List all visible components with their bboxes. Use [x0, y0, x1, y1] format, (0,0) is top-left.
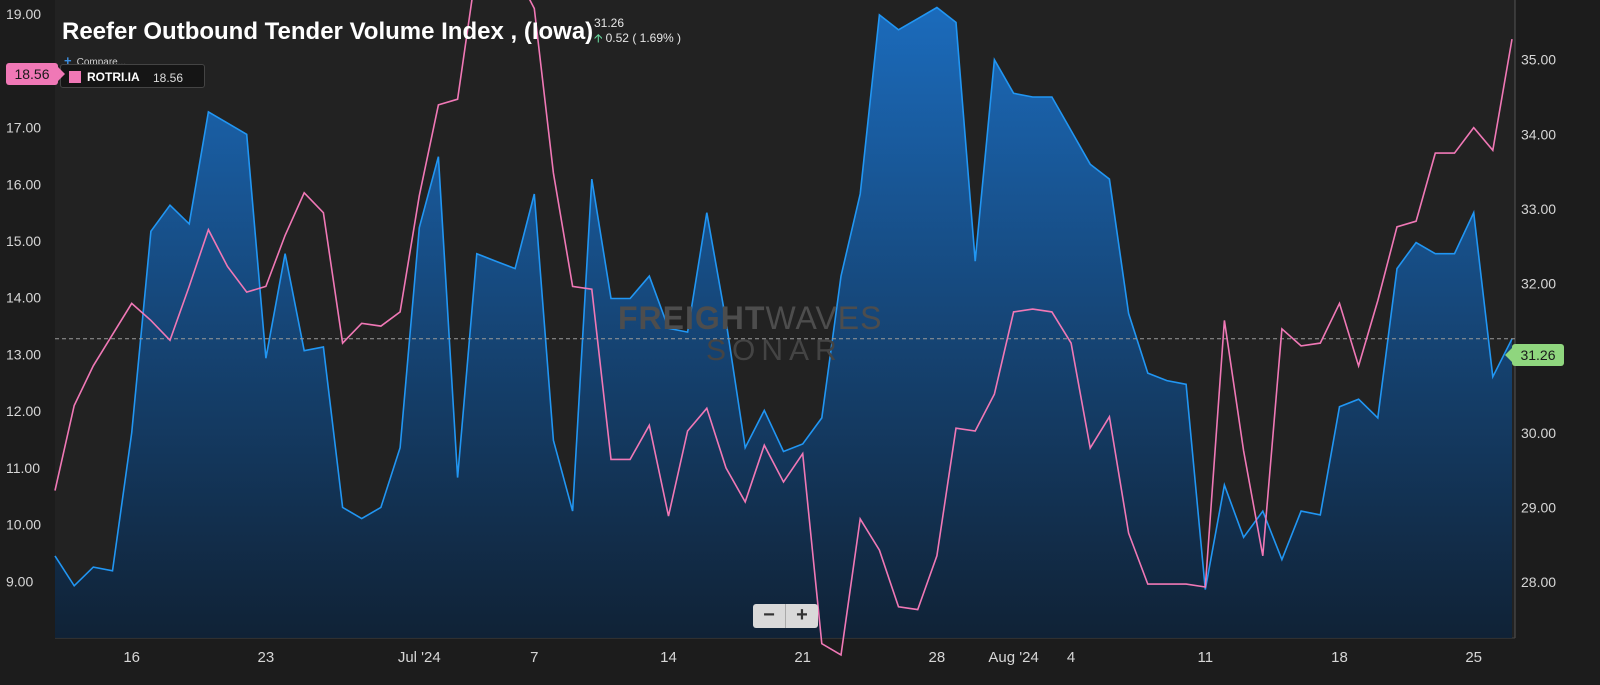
x-tick-label: Aug '24 — [988, 649, 1038, 666]
left-tick-label: 11.00 — [6, 460, 40, 476]
pink-series-path — [54, 0, 1513, 657]
left-value-badge: 18.56 — [6, 63, 65, 85]
x-tick-label: 28 — [929, 649, 946, 666]
x-tick-label: 16 — [123, 649, 140, 666]
x-tick-label: 21 — [794, 649, 811, 666]
chart-title: Reefer Outbound Tender Volume Index , (I… — [62, 18, 594, 45]
x-tick-label: 14 — [660, 649, 677, 666]
compare-button[interactable]: + Compare... — [64, 53, 126, 68]
pink-series-line — [54, 0, 1513, 657]
left-tick-label: 14.00 — [6, 290, 41, 306]
left-tick-label: 13.00 — [6, 346, 41, 362]
right-tick-label: 32.00 — [1521, 276, 1556, 292]
right-tick-label: 35.00 — [1521, 52, 1556, 68]
left-axis-ticks: 9.00 10.00 11.00 12.00 13.00 14.00 15.00 16.00 1… — [6, 6, 41, 589]
blue-area-fill — [55, 7, 1512, 638]
left-tick-label: 15.00 — [6, 233, 41, 249]
right-tick-label: 28.00 — [1521, 574, 1556, 590]
right-tick-label: 30.00 — [1521, 425, 1556, 441]
x-tick-label: 11 — [1198, 649, 1214, 666]
right-tick-label: 33.00 — [1521, 201, 1556, 217]
legend-item[interactable]: ROTRI.IA 18.56 — [60, 64, 205, 88]
quote-box: 31.26 🡩 0.52 ( 1.69% ) — [594, 16, 681, 46]
watermark-logo: FREIGHTWAVES — [618, 300, 882, 337]
plus-icon: + — [64, 53, 72, 68]
left-tick-label: 19.00 — [6, 6, 41, 22]
compare-label: Compare... — [76, 57, 127, 68]
x-tick-label: 25 — [1465, 649, 1482, 666]
x-tick-label: 23 — [258, 649, 275, 666]
left-tick-label: 10.00 — [6, 517, 41, 533]
x-axis-ticks: 16 23 Jul '24 7 14 21 28 Aug '24 4 11 18 25 — [123, 649, 1482, 666]
legend-series-value: 18.56 — [153, 71, 184, 85]
legend-series-name: ROTRI.IA — [87, 70, 140, 84]
zoom-controls: − + — [753, 604, 818, 628]
change-row: 🡩 0.52 ( 1.69% ) — [594, 31, 681, 46]
right-value-badge: 31.26 — [1505, 344, 1564, 366]
change-value: 0.52 ( 1.69% ) — [605, 31, 681, 45]
legend-swatch — [69, 71, 81, 83]
zoom-out-button[interactable]: − — [753, 604, 786, 628]
right-tick-label: 29.00 — [1521, 499, 1556, 515]
x-tick-label: 4 — [1067, 649, 1075, 666]
x-tick-label: 7 — [530, 649, 538, 666]
blue-series-area — [54, 6, 1513, 638]
zoom-in-button[interactable]: + — [796, 604, 808, 626]
x-tick-label: Jul '24 — [398, 649, 441, 666]
blue-series-line — [54, 6, 1513, 590]
left-tick-label: 17.00 — [6, 120, 41, 136]
left-tick-label: 9.00 — [6, 573, 33, 589]
watermark-freight: FREIGHT — [618, 300, 766, 336]
last-value: 31.26 — [594, 16, 625, 30]
arrow-up-icon: 🡩 — [594, 31, 603, 45]
right-tick-label: 34.00 — [1521, 126, 1556, 142]
left-tick-label: 16.00 — [6, 176, 41, 192]
left-tick-label: 12.00 — [6, 403, 41, 419]
x-tick-label: 18 — [1331, 649, 1348, 666]
watermark-sonar: SONAR — [706, 334, 843, 367]
watermark-waves: WAVES — [765, 300, 883, 336]
